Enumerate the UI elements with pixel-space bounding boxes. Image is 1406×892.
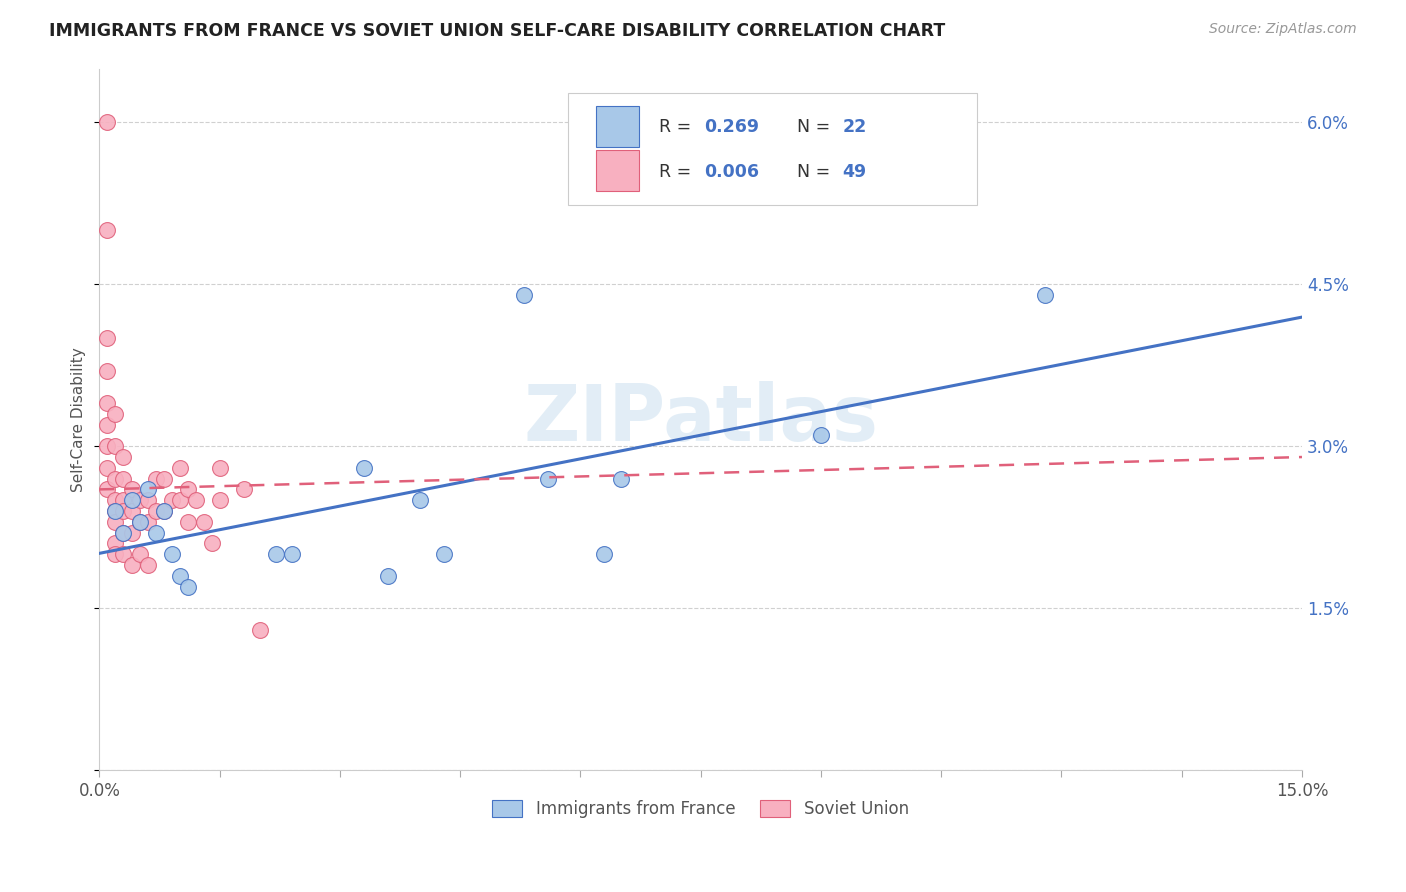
Point <box>136 515 159 529</box>
Point <box>152 472 174 486</box>
Point <box>193 515 215 529</box>
Point <box>112 472 135 486</box>
Point <box>104 472 127 486</box>
Point <box>264 547 287 561</box>
Point <box>96 396 118 410</box>
Text: 0.269: 0.269 <box>704 118 759 136</box>
Point <box>176 483 198 497</box>
Text: 49: 49 <box>842 162 866 181</box>
Point <box>104 407 127 421</box>
Point <box>96 115 118 129</box>
Point <box>184 493 207 508</box>
Point <box>169 460 191 475</box>
Point <box>128 515 150 529</box>
Point <box>513 288 536 302</box>
Point <box>96 439 118 453</box>
Point <box>104 439 127 453</box>
Point <box>208 460 231 475</box>
Point <box>152 504 174 518</box>
Point <box>136 483 159 497</box>
Text: N =: N = <box>797 162 835 181</box>
Point <box>121 483 143 497</box>
Point <box>281 547 304 561</box>
Point <box>169 493 191 508</box>
Point <box>169 568 191 582</box>
Point <box>104 504 127 518</box>
Point <box>353 460 375 475</box>
Point <box>104 504 127 518</box>
Point <box>377 568 399 582</box>
Point <box>409 493 432 508</box>
Legend: Immigrants from France, Soviet Union: Immigrants from France, Soviet Union <box>486 793 915 825</box>
Point <box>112 493 135 508</box>
Point <box>96 483 118 497</box>
Point <box>121 493 143 508</box>
Point <box>176 515 198 529</box>
Y-axis label: Self-Care Disability: Self-Care Disability <box>72 347 86 491</box>
Point <box>810 428 832 442</box>
FancyBboxPatch shape <box>596 150 640 191</box>
Point <box>112 450 135 464</box>
Point <box>96 417 118 432</box>
Text: 22: 22 <box>842 118 868 136</box>
Point <box>136 493 159 508</box>
Text: 0.006: 0.006 <box>704 162 759 181</box>
Point <box>104 493 127 508</box>
Text: ZIPatlas: ZIPatlas <box>523 381 879 458</box>
Point <box>121 504 143 518</box>
Point <box>537 472 560 486</box>
Point <box>232 483 254 497</box>
Point <box>145 472 167 486</box>
Text: R =: R = <box>658 118 696 136</box>
Point <box>121 525 143 540</box>
Point <box>112 504 135 518</box>
Point <box>96 331 118 345</box>
Point <box>160 493 183 508</box>
Point <box>96 364 118 378</box>
Point <box>128 493 150 508</box>
Point <box>112 547 135 561</box>
Point <box>104 536 127 550</box>
Point <box>176 580 198 594</box>
FancyBboxPatch shape <box>568 93 977 205</box>
Point <box>152 504 174 518</box>
Point <box>593 547 616 561</box>
Point <box>96 460 118 475</box>
Point <box>136 558 159 572</box>
Point <box>128 547 150 561</box>
Point <box>433 547 456 561</box>
Point <box>249 623 271 637</box>
Text: IMMIGRANTS FROM FRANCE VS SOVIET UNION SELF-CARE DISABILITY CORRELATION CHART: IMMIGRANTS FROM FRANCE VS SOVIET UNION S… <box>49 22 945 40</box>
Point <box>104 547 127 561</box>
Point <box>112 525 135 540</box>
Text: N =: N = <box>797 118 835 136</box>
Point <box>128 515 150 529</box>
Point <box>1035 288 1057 302</box>
Point <box>121 558 143 572</box>
Point <box>160 547 183 561</box>
Text: Source: ZipAtlas.com: Source: ZipAtlas.com <box>1209 22 1357 37</box>
Point <box>145 525 167 540</box>
Point <box>112 525 135 540</box>
FancyBboxPatch shape <box>596 105 640 147</box>
Point <box>201 536 224 550</box>
Point <box>104 515 127 529</box>
Point <box>208 493 231 508</box>
Point <box>609 472 631 486</box>
Point <box>96 223 118 237</box>
Text: R =: R = <box>658 162 696 181</box>
Point <box>145 504 167 518</box>
